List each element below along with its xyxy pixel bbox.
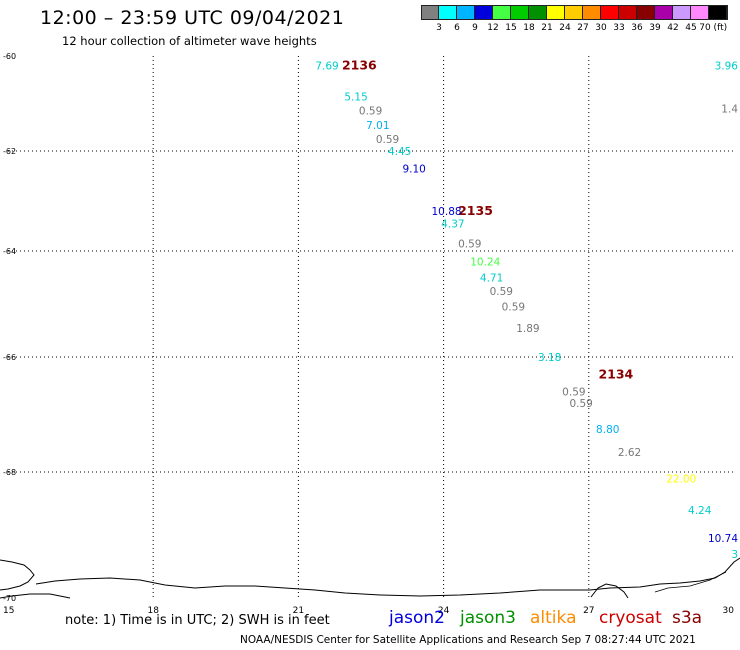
coastline-segment [590, 583, 629, 599]
legend-tick-label: 21 [541, 23, 553, 33]
legend-tick-label: 12 [487, 23, 499, 33]
legend-swatch [547, 5, 565, 20]
legend-swatch [457, 5, 475, 20]
satellite-name-jason2: jason2 [389, 608, 445, 628]
orbit-number-label: 2136 [342, 58, 377, 73]
wave-height-value: 7.69 [315, 61, 338, 73]
legend-tick-label: 39 [649, 23, 661, 33]
wave-height-value: 0.59 [569, 398, 592, 410]
credit-line: NOAA/NESDIS Center for Satellite Applica… [240, 634, 696, 646]
legend-swatch [637, 5, 655, 20]
legend-swatch [511, 5, 529, 20]
legend-tick-label: 36 [631, 23, 643, 33]
legend-swatch [421, 5, 439, 20]
legend-swatch [601, 5, 619, 20]
satellite-name-s3a: s3a [672, 608, 703, 628]
legend-swatch [439, 5, 457, 20]
wave-height-value: 4.45 [388, 146, 411, 158]
wave-height-value: 10.24 [470, 257, 500, 269]
longitude-tick-label: 18 [147, 606, 159, 616]
map-title: 12:00 – 23:59 UTC 09/04/2021 [40, 7, 345, 29]
satellite-name-cryosat: cryosat [599, 608, 662, 628]
satellite-name-altika: altika [530, 608, 577, 628]
legend-tick-label: 15 [505, 23, 517, 33]
axis-labels: -60 -62 -64 -66 -68 -70 15 18 21 24 27 30 [3, 52, 734, 616]
longitude-tick-label: 27 [583, 606, 594, 616]
wave-height-value: 10.88 [432, 206, 462, 218]
wave-height-value: 9.10 [402, 164, 425, 176]
wave-height-value: 4.24 [688, 505, 712, 517]
legend-swatch [655, 5, 673, 20]
wave-height-value: 8.80 [596, 424, 619, 436]
wave-height-value: 0.59 [376, 134, 399, 146]
wave-height-value: 0.59 [562, 387, 585, 399]
legend-swatch [691, 5, 709, 20]
coastline-segment [0, 559, 35, 591]
legend-tick-label: 33 [613, 23, 625, 33]
wave-height-value: 0.59 [359, 106, 382, 118]
wave-height-value: 0.59 [458, 239, 481, 251]
legend-swatch [565, 5, 583, 20]
wave-height-value: 22.00 [666, 473, 696, 485]
map-subtitle: 12 hour collection of altimeter wave hei… [62, 34, 317, 48]
legend-tick-label: 27 [577, 23, 589, 33]
wave-height-value: 7.01 [366, 120, 389, 132]
orbit-number-label: 2134 [598, 366, 633, 381]
wave-height-value: 1.4 [721, 103, 738, 115]
legend-tick-label: 70 (ft) [699, 23, 728, 33]
lat-lon-grid [8, 56, 734, 598]
longitude-tick-label: 15 [3, 606, 14, 616]
note-text: note: 1) Time is in UTC; 2) SWH is in fe… [65, 613, 330, 628]
legend-swatch [619, 5, 637, 20]
legend-tick-label: 42 [667, 23, 679, 33]
longitude-tick-label: 21 [293, 606, 304, 616]
wave-height-value: 0.59 [502, 302, 525, 314]
legend-tick-label: 30 [595, 23, 607, 33]
wave-height-value: 10.74 [708, 533, 738, 545]
wave-height-observations: 7.69 3.965.150.59 1.47.010.594.459.1010.88… [315, 61, 738, 561]
coastline [0, 557, 740, 599]
latitude-tick-label: -64 [3, 247, 16, 256]
latitude-tick-label: -62 [3, 147, 16, 156]
longitude-tick-label: 24 [438, 606, 450, 616]
latitude-tick-label: -66 [3, 353, 16, 362]
wave-height-value: 2.62 [618, 447, 641, 459]
wave-height-value: 5.15 [344, 91, 367, 103]
latitude-tick-label: -70 [3, 594, 16, 603]
legend-swatch [529, 5, 547, 20]
legend-tick-label: 6 [454, 23, 460, 33]
latitude-tick-label: -60 [3, 52, 16, 61]
longitude-tick-label: 30 [723, 606, 735, 616]
orbit-number-label: 2135 [458, 203, 493, 218]
wave-height-value: 4.71 [480, 273, 503, 285]
wave-height-value: 4.37 [441, 219, 464, 231]
legend-swatch [583, 5, 601, 20]
wave-height-value: 0.59 [490, 286, 513, 298]
coastline-segment [654, 571, 727, 593]
wave-height-value: 1.89 [516, 323, 539, 335]
legend-swatch [709, 5, 727, 20]
wave-height-value: 3.96 [715, 61, 739, 73]
legend-tick-label: 9 [472, 23, 478, 33]
legend-swatch [493, 5, 511, 20]
satellite-name-jason3: jason3 [460, 608, 516, 628]
legend-tick-label: 24 [559, 23, 571, 33]
coastline-segment [35, 557, 740, 597]
legend-tick-label: 45 [685, 23, 697, 33]
latitude-tick-label: -68 [3, 468, 16, 477]
legend-swatch [673, 5, 691, 20]
legend-tick-label: 3 [436, 23, 442, 33]
wave-height-value: 3.18 [538, 352, 561, 364]
orbit-track-labels: 2136 2135 2134 [342, 58, 634, 382]
wave-height-value: 3 [731, 549, 738, 561]
coastline-segment [0, 593, 71, 599]
legend-tick-label: 18 [523, 23, 535, 33]
legend-swatch [475, 5, 493, 20]
